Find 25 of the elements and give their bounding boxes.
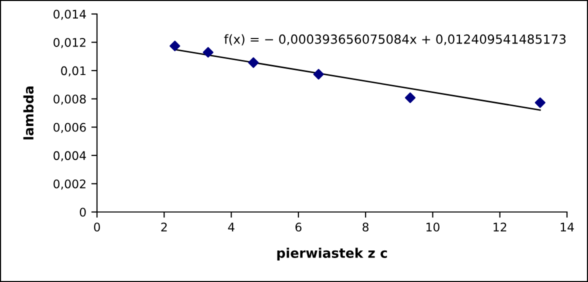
y-tick-label: 0,012 — [54, 38, 86, 48]
x-tick-label: 12 — [494, 222, 506, 232]
y-tick-label: 0,006 — [54, 122, 86, 133]
y-tick-label: 0,014 — [54, 10, 86, 20]
x-axis-title: pierwiastek z c — [277, 248, 387, 260]
y-tick-label: 0,008 — [54, 94, 86, 105]
x-tick-label: 6 — [295, 222, 302, 232]
point — [170, 40, 180, 52]
point — [248, 57, 259, 68]
y-tick-label: 0,01 — [61, 66, 86, 76]
x-tick-label: 2 — [161, 222, 167, 232]
x-tick-label: 4 — [228, 222, 234, 232]
y-tick-label: 0,002 — [54, 179, 86, 190]
x-tick-label: 0 — [94, 222, 100, 232]
x-tick-label: 14 — [560, 222, 574, 232]
point — [313, 68, 324, 80]
x-tick-label: 10 — [426, 222, 440, 232]
y-axis-title: lambda — [23, 86, 34, 140]
y-tick-label: 0 — [80, 208, 86, 217]
point — [404, 92, 416, 104]
y-tick-label: 0,004 — [54, 151, 86, 162]
x-tick-label: 8 — [362, 222, 369, 232]
annotation: f(x) = − 0,000393656075084x + 0,012409541485173 — [224, 34, 566, 46]
point — [202, 47, 214, 58]
point — [534, 97, 546, 108]
